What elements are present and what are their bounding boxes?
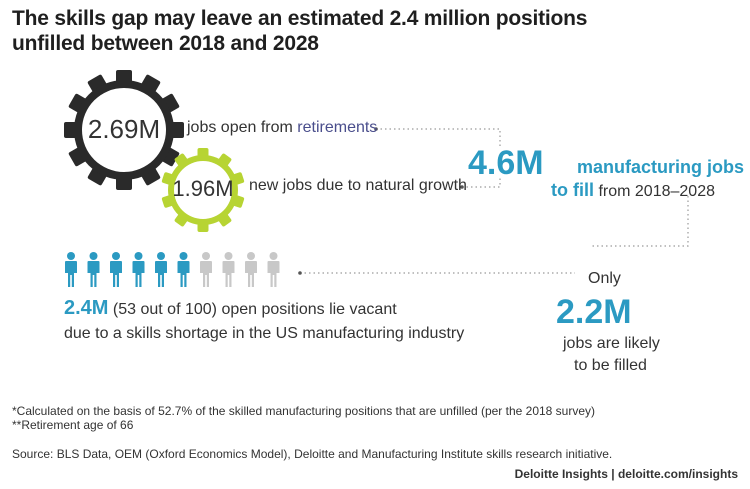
retirements-highlight: retirements [297, 119, 378, 136]
people-icon-row [65, 252, 280, 287]
total-value: 4.6M [468, 144, 544, 182]
source-note: Source: BLS Data, OEM (Oxford Economics … [12, 447, 613, 461]
person-icon [222, 252, 235, 287]
footnote-retirement-age: **Retirement age of 66 [12, 418, 134, 432]
person-icon [65, 252, 77, 287]
total-label-line2: to fill from 2018–2028 [551, 180, 715, 200]
growth-gear-icon [161, 148, 245, 232]
growth-value: 1.96M [172, 176, 234, 201]
filled-value: 2.2M [556, 293, 632, 331]
growth-description: new jobs due to natural growth [249, 177, 467, 194]
person-icon [155, 252, 167, 287]
footer-credit: Deloitte Insights | deloitte.com/insight… [514, 467, 738, 481]
retirements-gear-icon [64, 70, 184, 190]
total-label-line1: manufacturing jobs [577, 157, 745, 177]
person-icon [177, 252, 190, 287]
retirements-description: jobs open from retirements [187, 119, 378, 136]
filled-line2: to be filled [574, 357, 647, 374]
vacant-value: 2.4M [64, 297, 109, 319]
filled-prefix: Only [588, 270, 621, 287]
person-icon [87, 252, 100, 287]
person-icon [245, 252, 257, 287]
person-icon [200, 252, 212, 287]
page-title: The skills gap may leave an estimated 2.… [12, 7, 588, 55]
retirements-value: 2.69M [87, 114, 161, 144]
footnote-calculation: *Calculated on the basis of 52.7% of the… [12, 404, 596, 418]
person-icon [132, 252, 145, 287]
vacant-text-line1: 2.4M (53 out of 100) open positions lie … [64, 297, 397, 319]
connector-lines [300, 128, 689, 274]
vacant-text-line2: due to a skills shortage in the US manuf… [64, 325, 465, 342]
person-icon [267, 252, 280, 287]
person-icon [110, 252, 122, 287]
filled-line1: jobs are likely [563, 335, 660, 352]
